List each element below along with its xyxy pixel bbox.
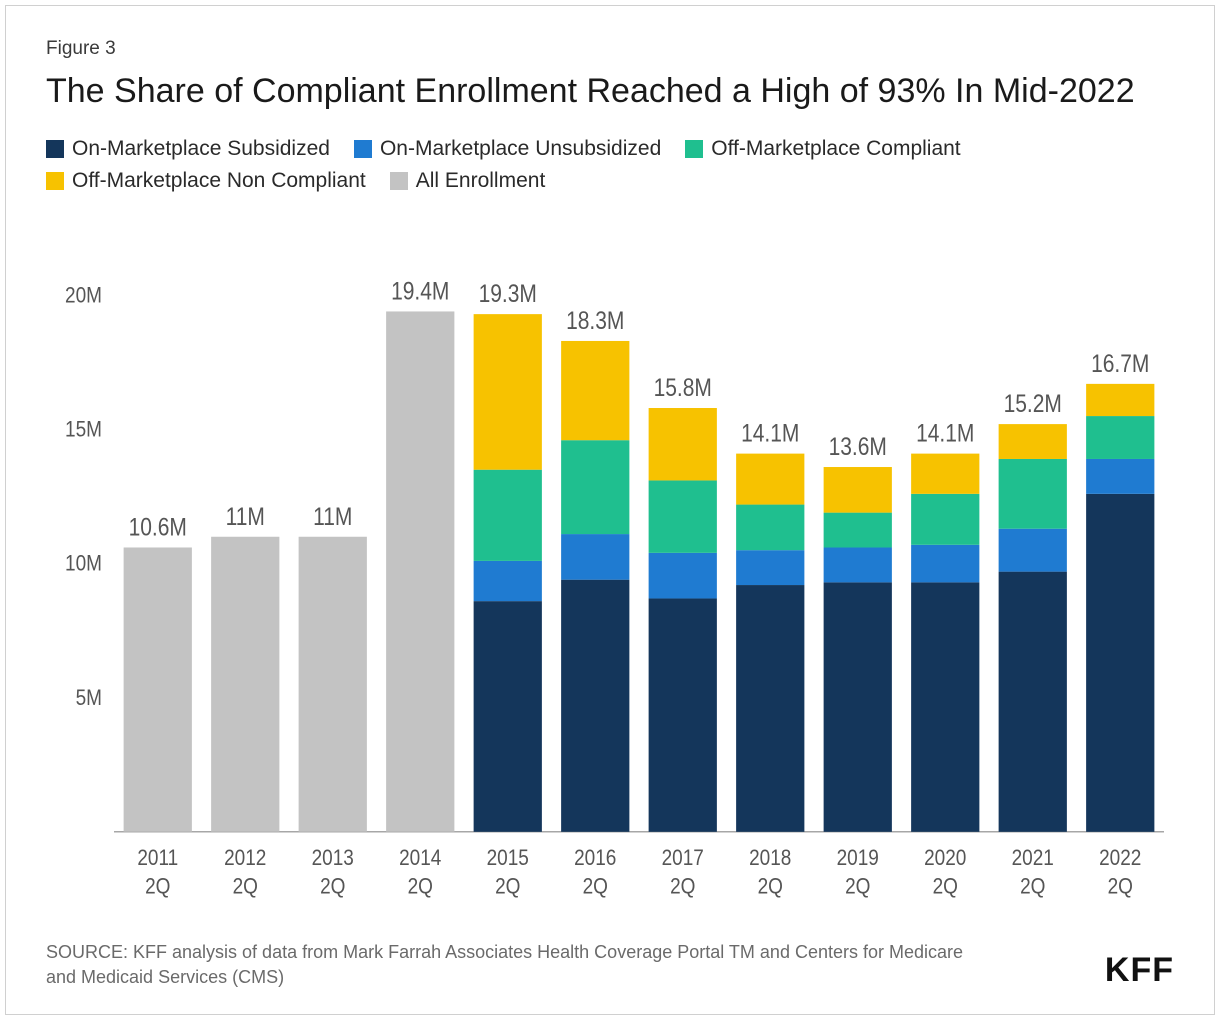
bar-segment — [124, 547, 192, 831]
x-tick-label: 20132Q — [312, 845, 354, 898]
bar-segment — [561, 340, 629, 439]
y-tick-label: 5M — [76, 685, 102, 710]
bar-segment — [1086, 383, 1154, 415]
bar-segment — [561, 579, 629, 831]
bar-segment — [824, 582, 892, 831]
bar-segment — [1086, 493, 1154, 831]
x-tick-label: 20112Q — [137, 845, 178, 898]
stacked-bar-chart: 5M 10M 15M 20M 10.6M 20112Q 11M 20122Q 11M 20132Q… — [46, 221, 1174, 922]
x-tick-label: 20202Q — [924, 845, 966, 898]
bar-total-label: 14.1M — [916, 419, 974, 447]
x-tick-label: 20122Q — [224, 845, 266, 898]
legend-label: Off-Marketplace Non Compliant — [72, 169, 366, 193]
legend-label: Off-Marketplace Compliant — [711, 137, 960, 161]
bar-segment — [649, 598, 717, 831]
bar-segment — [649, 480, 717, 552]
legend: On-Marketplace Subsidized On-Marketplace … — [46, 137, 1174, 193]
legend-swatch — [354, 140, 372, 158]
legend-label: On-Marketplace Unsubsidized — [380, 137, 661, 161]
x-tick-label: 20222Q — [1099, 845, 1141, 898]
bar-segment — [649, 408, 717, 480]
x-tick-label: 20152Q — [487, 845, 529, 898]
bar-segment — [736, 504, 804, 550]
figure-label: Figure 3 — [46, 38, 1174, 60]
bar-segment — [474, 314, 542, 470]
bar-segment — [474, 560, 542, 600]
x-tick-label: 20142Q — [399, 845, 441, 898]
bar-total-label: 14.1M — [741, 419, 799, 447]
bar-total-label: 15.8M — [654, 373, 712, 401]
bar-total-label: 18.3M — [566, 306, 624, 334]
x-tick-label: 20172Q — [662, 845, 704, 898]
x-tick-label: 20162Q — [574, 845, 616, 898]
bar-segment — [911, 453, 979, 493]
legend-swatch — [390, 172, 408, 190]
y-tick-label: 15M — [65, 417, 102, 442]
figure-footer: SOURCE: KFF analysis of data from Mark F… — [46, 940, 1174, 990]
bar-segment — [824, 512, 892, 547]
kff-logo: KFF — [1105, 951, 1174, 990]
x-tick-label: 20182Q — [749, 845, 791, 898]
legend-item: On-Marketplace Unsubsidized — [354, 137, 661, 161]
bar-segment — [911, 582, 979, 831]
legend-item: Off-Marketplace Non Compliant — [46, 169, 366, 193]
bar-segment — [736, 550, 804, 585]
bar-total-label: 11M — [313, 502, 352, 530]
chart-area: 5M 10M 15M 20M 10.6M 20112Q 11M 20122Q 11M 20132Q… — [46, 221, 1174, 922]
legend-swatch — [46, 140, 64, 158]
legend-item: All Enrollment — [390, 169, 546, 193]
bar-segment — [561, 534, 629, 580]
bar-total-label: 19.3M — [479, 279, 537, 307]
bar-total-label: 16.7M — [1091, 349, 1149, 377]
bar-segment — [999, 571, 1067, 831]
bar-segment — [824, 547, 892, 582]
x-tick-label: 20192Q — [837, 845, 879, 898]
bar-total-label: 11M — [226, 502, 265, 530]
bar-segment — [561, 440, 629, 534]
bar-segment — [736, 585, 804, 832]
legend-label: All Enrollment — [416, 169, 546, 193]
y-tick-label: 10M — [65, 551, 102, 576]
bar-segment — [299, 536, 367, 831]
bar-segment — [474, 601, 542, 832]
y-tick-label: 20M — [65, 283, 102, 308]
bar-segment — [824, 467, 892, 513]
bar-total-label: 19.4M — [391, 276, 449, 304]
legend-label: On-Marketplace Subsidized — [72, 137, 330, 161]
legend-item: On-Marketplace Subsidized — [46, 137, 330, 161]
bar-segment — [911, 544, 979, 582]
bar-segment — [386, 311, 454, 831]
bar-segment — [1086, 416, 1154, 459]
bar-total-label: 10.6M — [129, 512, 187, 540]
source-text: SOURCE: KFF analysis of data from Mark F… — [46, 940, 986, 990]
bar-segment — [999, 528, 1067, 571]
bar-total-label: 15.2M — [1004, 389, 1062, 417]
bar-segment — [649, 552, 717, 598]
bar-segment — [911, 493, 979, 544]
bar-total-label: 13.6M — [829, 432, 887, 460]
chart-title: The Share of Compliant Enrollment Reache… — [46, 70, 1174, 113]
bar-segment — [1086, 458, 1154, 493]
bar-segment — [999, 458, 1067, 528]
x-tick-label: 20212Q — [1012, 845, 1054, 898]
legend-swatch — [46, 172, 64, 190]
figure-container: Figure 3 The Share of Compliant Enrollme… — [5, 5, 1215, 1015]
legend-item: Off-Marketplace Compliant — [685, 137, 960, 161]
legend-swatch — [685, 140, 703, 158]
bar-segment — [736, 453, 804, 504]
bar-segment — [211, 536, 279, 831]
bar-segment — [999, 424, 1067, 459]
bar-segment — [474, 469, 542, 560]
